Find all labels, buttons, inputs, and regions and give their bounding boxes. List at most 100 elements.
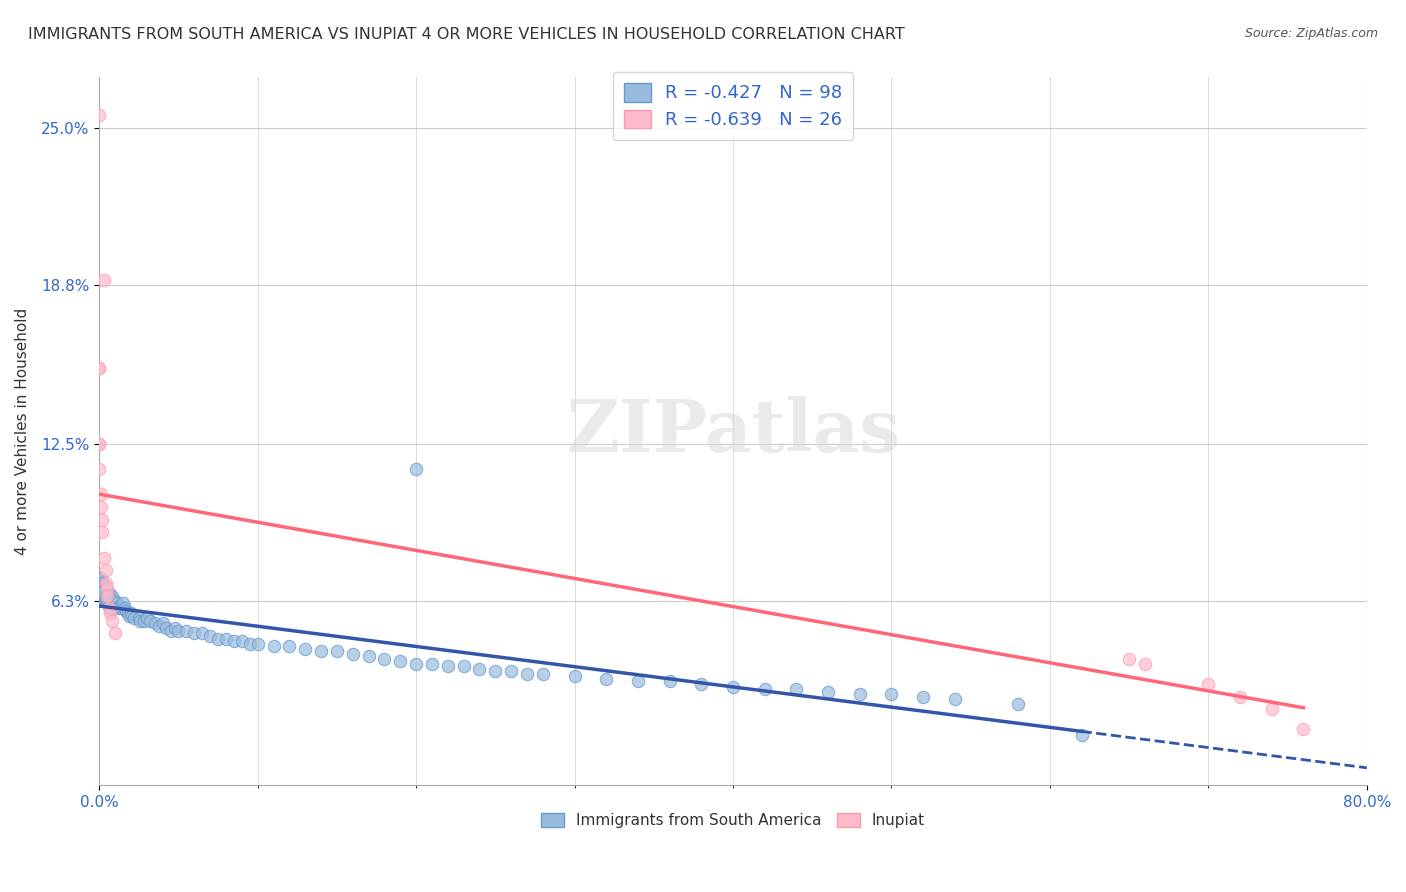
Point xyxy=(357,649,380,664)
Point xyxy=(627,674,650,689)
Point xyxy=(405,462,427,476)
Point xyxy=(93,272,115,286)
Point xyxy=(93,589,115,603)
Point xyxy=(89,437,111,451)
Point xyxy=(120,606,142,620)
Point xyxy=(595,672,617,686)
Point xyxy=(231,634,253,648)
Text: IMMIGRANTS FROM SOUTH AMERICA VS INUPIAT 4 OR MORE VEHICLES IN HOUSEHOLD CORRELA: IMMIGRANTS FROM SOUTH AMERICA VS INUPIAT… xyxy=(28,27,905,42)
Point xyxy=(721,680,744,694)
Point xyxy=(98,591,121,605)
Point xyxy=(215,632,238,646)
Point xyxy=(104,626,127,640)
Point xyxy=(128,611,150,625)
Point xyxy=(1070,727,1092,741)
Point xyxy=(90,589,112,603)
Point xyxy=(98,601,121,615)
Point xyxy=(98,606,121,620)
Legend: Immigrants from South America, Inupiat: Immigrants from South America, Inupiat xyxy=(534,806,931,834)
Point xyxy=(943,692,966,706)
Point xyxy=(104,601,127,615)
Point xyxy=(97,586,120,600)
Point xyxy=(93,593,115,607)
Point xyxy=(91,581,114,595)
Point xyxy=(516,666,538,681)
Point xyxy=(104,593,127,607)
Point xyxy=(101,596,124,610)
Point xyxy=(132,614,155,628)
Point xyxy=(1261,702,1284,716)
Point xyxy=(326,644,349,658)
Point xyxy=(96,581,118,595)
Point xyxy=(94,563,117,577)
Point xyxy=(91,589,114,603)
Point xyxy=(373,651,395,665)
Point xyxy=(159,624,181,638)
Point xyxy=(90,487,112,501)
Point xyxy=(107,601,129,615)
Point xyxy=(89,361,111,376)
Point xyxy=(389,654,412,668)
Point xyxy=(246,636,269,650)
Point xyxy=(453,659,475,673)
Point xyxy=(1118,651,1140,665)
Point xyxy=(420,657,443,671)
Point xyxy=(690,677,713,691)
Point xyxy=(101,589,124,603)
Point xyxy=(89,108,111,122)
Point xyxy=(139,614,162,628)
Point xyxy=(658,674,681,689)
Point xyxy=(342,647,364,661)
Point xyxy=(93,578,115,592)
Point xyxy=(103,601,125,615)
Point xyxy=(912,690,935,704)
Point xyxy=(222,634,245,648)
Point xyxy=(817,684,839,698)
Point xyxy=(94,593,117,607)
Point xyxy=(1007,697,1029,711)
Point xyxy=(198,629,221,643)
Point xyxy=(484,665,506,679)
Point xyxy=(121,608,143,623)
Point xyxy=(294,641,316,656)
Point xyxy=(754,681,776,696)
Point xyxy=(1133,657,1156,671)
Point xyxy=(207,632,229,646)
Point xyxy=(122,611,145,625)
Point xyxy=(309,644,332,658)
Point xyxy=(405,657,427,671)
Point xyxy=(94,586,117,600)
Point xyxy=(96,593,118,607)
Y-axis label: 4 or more Vehicles in Household: 4 or more Vehicles in Household xyxy=(15,308,30,555)
Point xyxy=(143,616,166,631)
Point xyxy=(101,614,124,628)
Point xyxy=(89,361,111,376)
Point xyxy=(129,614,152,628)
Point xyxy=(115,604,138,618)
Point xyxy=(114,601,136,615)
Point xyxy=(135,611,157,625)
Point xyxy=(880,687,903,701)
Point xyxy=(89,581,111,595)
Point xyxy=(97,593,120,607)
Point xyxy=(118,608,141,623)
Point xyxy=(89,462,111,476)
Point xyxy=(785,681,807,696)
Point xyxy=(105,596,128,610)
Point xyxy=(96,589,118,603)
Point xyxy=(93,583,115,598)
Point xyxy=(110,601,132,615)
Point xyxy=(91,525,114,540)
Point xyxy=(96,583,118,598)
Point xyxy=(89,437,111,451)
Point xyxy=(1229,690,1251,704)
Point xyxy=(148,619,170,633)
Point xyxy=(96,589,118,603)
Point xyxy=(183,626,205,640)
Point xyxy=(167,624,190,638)
Point xyxy=(90,581,112,595)
Point xyxy=(111,596,134,610)
Point xyxy=(176,624,198,638)
Point xyxy=(239,636,262,650)
Point xyxy=(108,599,131,613)
